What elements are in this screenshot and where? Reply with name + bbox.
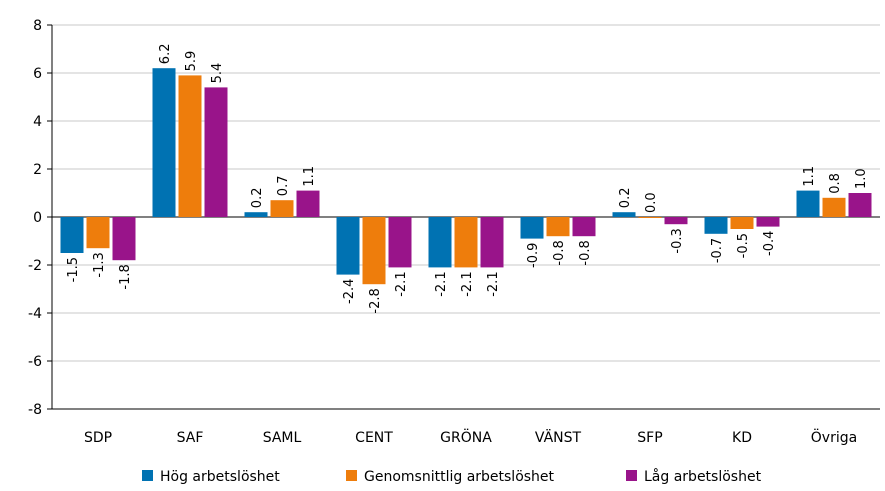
- bar-kd-series-0: [704, 217, 728, 234]
- bar-gröna-series-2: [480, 217, 504, 268]
- data-label: -0.5: [736, 233, 751, 258]
- data-label: -0.7: [710, 238, 725, 263]
- bar-gröna-series-0: [428, 217, 452, 268]
- bar-sfp-series-0: [612, 212, 636, 217]
- bar-saf-series-2: [204, 87, 228, 218]
- data-label: -1.3: [92, 252, 107, 277]
- data-label: 1.1: [802, 166, 817, 187]
- data-label: 0.8: [828, 173, 843, 194]
- data-label: -2.1: [460, 271, 475, 296]
- data-label: 1.0: [854, 168, 869, 189]
- bar-sdp-series-1: [86, 217, 110, 249]
- y-tick-label: 6: [33, 66, 42, 82]
- data-label: -0.4: [762, 231, 777, 256]
- legend: Hög arbetslöshet Genomsnittlig arbetslösh…: [142, 468, 762, 485]
- x-tick-label: SAML: [263, 430, 302, 446]
- bar-kd-series-1: [730, 217, 754, 229]
- data-label: -1.5: [66, 257, 81, 282]
- bar-gröna-series-1: [454, 217, 478, 268]
- x-axis: SDP SAF SAML CENT GRÖNA VÄNST SFP KD Övriga: [52, 408, 880, 446]
- y-tick-label: -6: [28, 354, 42, 370]
- bar-övriga-series-2: [848, 193, 872, 217]
- data-label: -0.3: [670, 228, 685, 253]
- x-tick-label: SAF: [177, 430, 204, 446]
- data-label: -2.1: [394, 271, 409, 296]
- y-tick-label: 2: [33, 162, 42, 178]
- bar-vänst-series-2: [572, 217, 596, 237]
- data-label: -2.4: [342, 279, 357, 304]
- bars: [60, 68, 872, 285]
- bar-cent-series-1: [362, 217, 386, 285]
- bar-vänst-series-1: [546, 217, 570, 237]
- data-label: -0.8: [552, 240, 567, 265]
- data-label: 0.2: [618, 188, 633, 209]
- bar-sdp-series-0: [60, 217, 84, 253]
- bar-övriga-series-0: [796, 190, 820, 217]
- data-label: -0.8: [578, 240, 593, 265]
- legend-label: Hög arbetslöshet: [160, 469, 280, 485]
- data-label: 5.9: [184, 51, 199, 72]
- x-tick-label: SDP: [84, 430, 112, 446]
- x-tick-label: VÄNST: [535, 428, 582, 446]
- bar-saml-series-0: [244, 212, 268, 217]
- data-label: 0.0: [644, 192, 659, 213]
- bar-saml-series-2: [296, 190, 320, 217]
- data-label: -2.1: [434, 271, 449, 296]
- data-labels: -1.5 -1.3 -1.8 6.2 5.9 5.4 0.2 0.7 1.1 -2.4 -2.8 -2…: [66, 44, 869, 314]
- bar-vänst-series-0: [520, 217, 544, 239]
- bar-saf-series-0: [152, 68, 176, 217]
- data-label: -2.8: [368, 288, 383, 313]
- bar-sfp-series-1: [638, 217, 662, 218]
- data-label: 0.7: [276, 176, 291, 197]
- bar-kd-series-2: [756, 217, 780, 227]
- x-tick-label: Övriga: [811, 428, 857, 446]
- data-label: 1.1: [302, 166, 317, 187]
- data-label: 6.2: [158, 44, 173, 65]
- x-tick-label: GRÖNA: [440, 428, 492, 446]
- x-tick-label: CENT: [355, 430, 393, 446]
- legend-swatch: [142, 470, 153, 481]
- y-tick-label: 0: [33, 210, 42, 226]
- y-axis: 8 6 4 2 0 -2 -4 -6 -8: [28, 18, 53, 418]
- bar-sfp-series-2: [664, 217, 688, 225]
- y-tick-label: -2: [28, 258, 42, 274]
- bar-cent-series-2: [388, 217, 412, 268]
- x-tick-label: SFP: [637, 430, 662, 446]
- bar-sdp-series-2: [112, 217, 136, 261]
- legend-swatch: [626, 470, 637, 481]
- bar-saf-series-1: [178, 75, 202, 218]
- legend-label: Genomsnittlig arbetslöshet: [364, 469, 555, 485]
- y-tick-label: -4: [28, 306, 42, 322]
- y-tick-label: 8: [33, 18, 42, 34]
- bar-övriga-series-1: [822, 197, 846, 217]
- y-tick-label: -8: [28, 402, 42, 418]
- data-label: -2.1: [486, 271, 501, 296]
- x-tick-label: KD: [732, 430, 752, 446]
- data-label: -1.8: [118, 264, 133, 289]
- data-label: 0.2: [250, 188, 265, 209]
- y-tick-label: 4: [33, 114, 42, 130]
- bar-cent-series-0: [336, 217, 360, 275]
- bar-saml-series-1: [270, 200, 294, 217]
- data-label: 5.4: [210, 63, 225, 84]
- data-label: -0.9: [526, 243, 541, 268]
- legend-swatch: [346, 470, 357, 481]
- legend-label: Låg arbetslöshet: [644, 468, 762, 485]
